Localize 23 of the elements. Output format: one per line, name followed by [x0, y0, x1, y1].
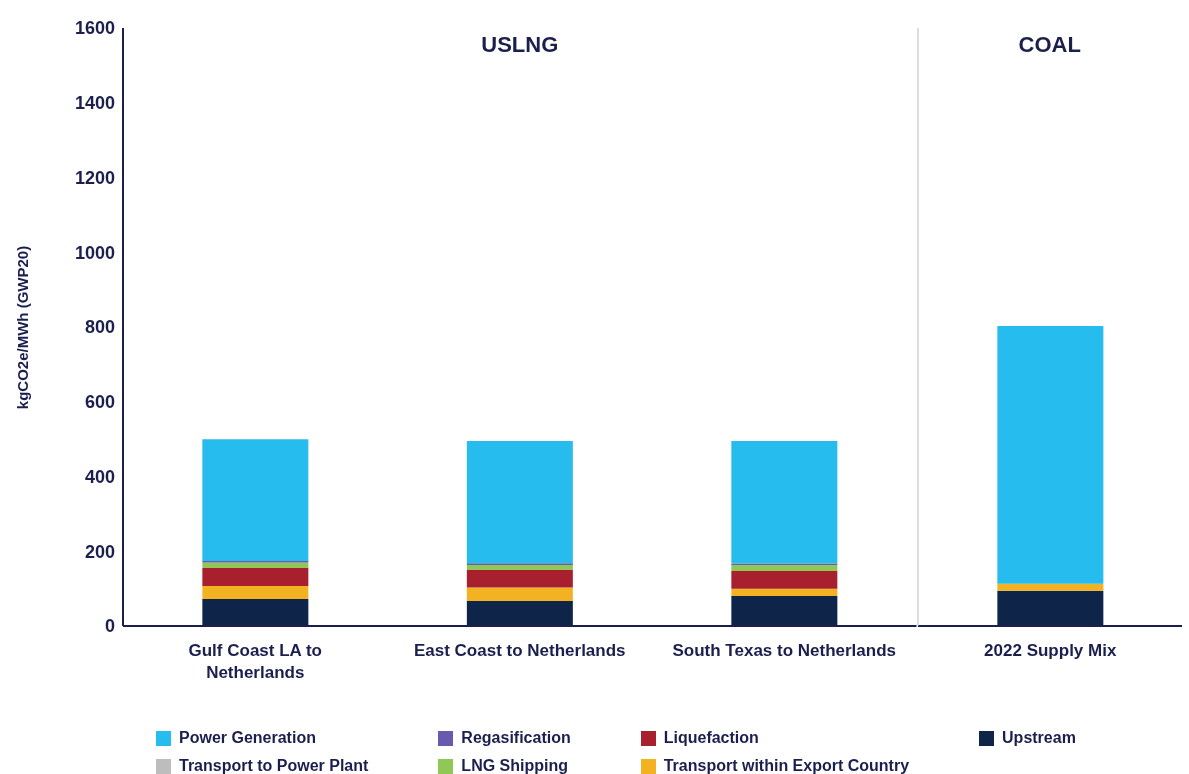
y-tick-label: 0	[104, 616, 115, 637]
y-axis-title: kgCO2e/MWh (GWP20)	[14, 245, 32, 409]
chart-title: USLNG	[480, 32, 560, 58]
y-tick-label: 1400	[74, 93, 115, 114]
y-tick-label: 400	[84, 466, 115, 487]
x-tick-label: 2022 Supply Mix	[983, 641, 1117, 660]
y-tick-label: 600	[84, 392, 115, 413]
legend-label: Power Generation	[179, 729, 316, 747]
y-tick-label: 800	[84, 317, 115, 338]
legend-label: LNG Shipping	[461, 757, 569, 774]
legend-label: Liquefaction	[663, 729, 759, 747]
legend-label: Upstream	[1002, 729, 1076, 747]
legend-label: Transport to Power Plant	[179, 757, 369, 774]
y-tick-label: 1200	[74, 167, 115, 188]
x-tick-label: Gulf Coast LA to Netherlands	[188, 641, 322, 682]
chart-title: COAL	[1017, 32, 1082, 58]
y-tick-label: 1600	[74, 18, 115, 39]
legend-label: Transport within Export Country	[663, 757, 910, 774]
legend-label: Regasification	[461, 729, 571, 747]
x-tick-label: South Texas to Netherlands	[672, 641, 897, 660]
y-tick-label: 200	[84, 541, 115, 562]
y-tick-label: 1000	[74, 242, 115, 263]
x-tick-label: East Coast to Netherlands	[413, 641, 626, 660]
